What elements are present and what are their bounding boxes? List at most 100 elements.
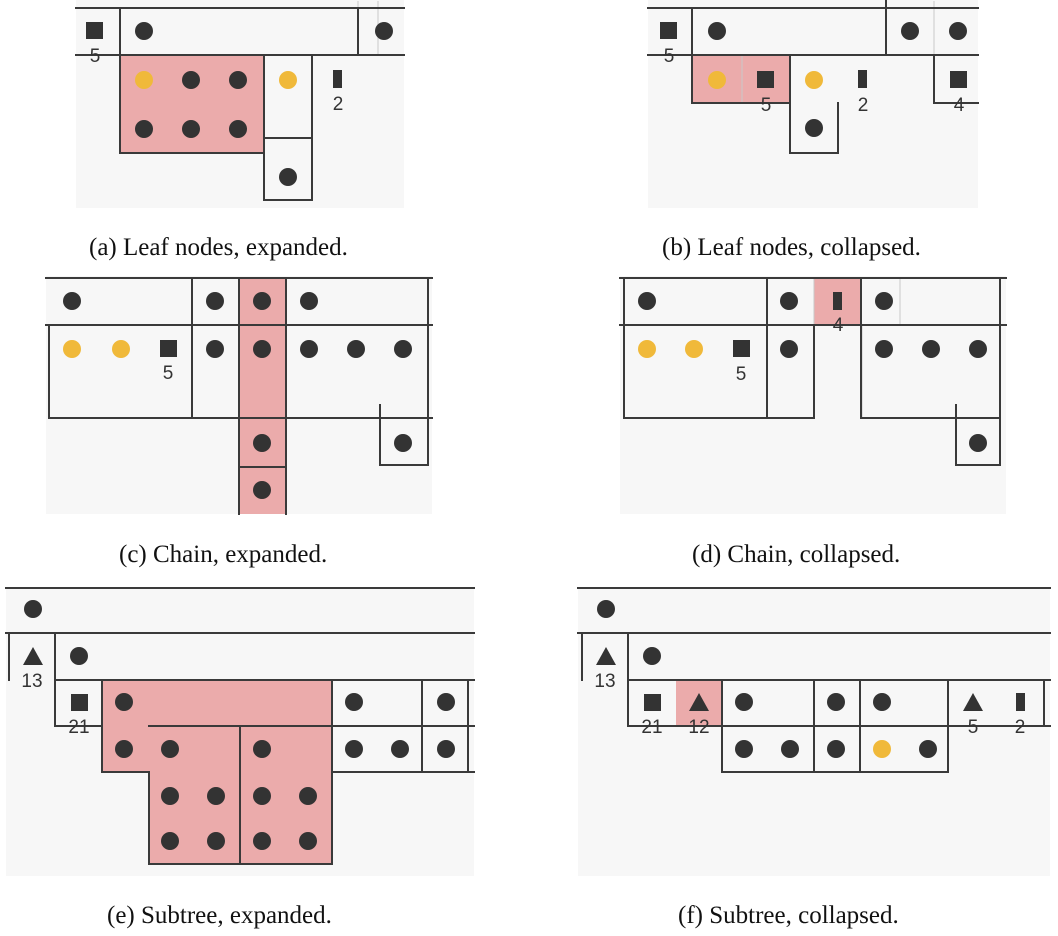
- node-circle: [643, 647, 661, 665]
- node-circle: [253, 292, 271, 310]
- count-label: 5: [664, 46, 675, 67]
- collapsed-leaf-square: [950, 71, 967, 88]
- node-circle-yellow: [708, 71, 726, 89]
- node-circle: [300, 340, 318, 358]
- collapsed-subtree-triangle: [23, 647, 43, 665]
- node-circle: [253, 832, 271, 850]
- panel-b-nodes: 5 5 2 4: [660, 22, 967, 137]
- node-circle: [253, 787, 271, 805]
- collapsed-leaf-square: [160, 340, 177, 357]
- node-circle: [875, 292, 893, 310]
- panel-c-nodes: 5: [63, 292, 412, 499]
- caption-d: (d) Chain, collapsed.: [692, 541, 901, 568]
- collapsed-leaf-square: [71, 694, 88, 711]
- node-circle: [969, 434, 987, 452]
- node-circle: [253, 740, 271, 758]
- count-label: 13: [21, 671, 42, 692]
- node-circle: [875, 340, 893, 358]
- node-circle-yellow: [135, 71, 153, 89]
- node-circle-yellow: [279, 71, 297, 89]
- node-circle: [638, 292, 656, 310]
- caption-e: (e) Subtree, expanded.: [107, 902, 332, 929]
- panel-b-highlight: [692, 55, 790, 103]
- node-circle: [207, 787, 225, 805]
- node-circle-yellow: [873, 740, 891, 758]
- count-label: 5: [90, 46, 101, 67]
- count-label: 4: [954, 95, 965, 116]
- panel-d-structure: [619, 277, 1007, 466]
- node-circle: [24, 600, 42, 618]
- panel-a-highlight: [120, 55, 264, 153]
- collapsed-chain-bar: [833, 292, 842, 310]
- node-circle: [394, 340, 412, 358]
- count-label: 2: [333, 94, 344, 115]
- caption-c: (c) Chain, expanded.: [119, 541, 328, 568]
- node-circle-yellow: [112, 340, 130, 358]
- collapsed-chain-bar: [858, 70, 867, 88]
- caption-f: (f) Subtree, collapsed.: [678, 902, 899, 929]
- node-circle: [206, 340, 224, 358]
- panel-b-structure: [647, 0, 979, 154]
- node-circle: [182, 71, 200, 89]
- node-circle: [299, 832, 317, 850]
- node-circle: [161, 787, 179, 805]
- collapsed-leaf-square: [757, 71, 774, 88]
- panel-f-nodes: 13 21 12 5 2: [594, 600, 1025, 758]
- caption-b: (b) Leaf nodes, collapsed.: [662, 234, 921, 261]
- node-circle: [345, 740, 363, 758]
- node-circle: [827, 693, 845, 711]
- node-circle: [805, 119, 823, 137]
- node-circle: [969, 340, 987, 358]
- node-circle: [161, 740, 179, 758]
- node-circle-yellow: [63, 340, 81, 358]
- node-circle: [279, 168, 297, 186]
- node-circle: [735, 693, 753, 711]
- node-circle: [780, 292, 798, 310]
- node-circle: [207, 832, 225, 850]
- node-circle: [735, 740, 753, 758]
- collapsed-leaf-square: [86, 22, 103, 39]
- panel-a-structure: [75, 7, 405, 201]
- node-circle: [135, 120, 153, 138]
- collapsed-chain-bar: [1016, 693, 1025, 711]
- caption-a: (a) Leaf nodes, expanded.: [89, 234, 348, 261]
- node-circle: [375, 22, 393, 40]
- node-circle: [597, 600, 615, 618]
- node-circle: [253, 434, 271, 452]
- count-label: 13: [594, 671, 615, 692]
- node-circle: [115, 740, 133, 758]
- collapsed-leaf-square: [733, 340, 750, 357]
- node-circle: [901, 22, 919, 40]
- node-circle: [135, 22, 153, 40]
- panel-d-nodes: 4 5: [638, 292, 987, 452]
- collapsed-subtree-triangle: [963, 693, 983, 711]
- node-circle: [63, 292, 81, 310]
- node-circle-yellow: [685, 340, 703, 358]
- node-circle: [345, 693, 363, 711]
- node-circle: [70, 647, 88, 665]
- panel-f-structure: [577, 587, 1051, 773]
- node-circle: [949, 22, 967, 40]
- count-label: 5: [736, 364, 747, 385]
- node-circle: [229, 71, 247, 89]
- node-circle: [253, 340, 271, 358]
- node-circle: [437, 740, 455, 758]
- collapsed-chain-bar: [333, 70, 342, 88]
- node-circle: [182, 120, 200, 138]
- node-circle: [115, 693, 133, 711]
- node-circle: [161, 832, 179, 850]
- count-label: 2: [1015, 717, 1026, 738]
- node-circle: [206, 292, 224, 310]
- node-circle: [253, 481, 271, 499]
- count-label: 2: [858, 95, 869, 116]
- count-label: 5: [968, 717, 979, 738]
- count-label: 21: [641, 717, 662, 738]
- node-circle: [919, 740, 937, 758]
- count-label: 4: [833, 315, 844, 336]
- collapsed-subtree-triangle: [596, 647, 616, 665]
- node-circle: [780, 340, 798, 358]
- count-label: 5: [761, 95, 772, 116]
- node-circle-yellow: [805, 71, 823, 89]
- count-label: 21: [68, 717, 89, 738]
- collapsed-subtree-triangle: [689, 693, 709, 711]
